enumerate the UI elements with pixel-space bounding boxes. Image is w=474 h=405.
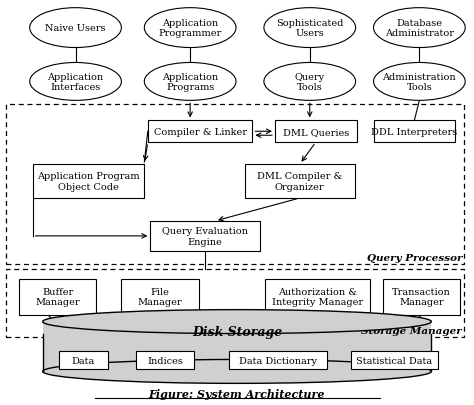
Text: DDL Interpreters: DDL Interpreters [371,128,457,136]
Ellipse shape [144,9,236,49]
FancyBboxPatch shape [121,279,199,315]
Text: Sophisticated
Users: Sophisticated Users [276,19,344,38]
Text: Data: Data [72,356,95,365]
FancyBboxPatch shape [137,352,194,369]
Text: Authorization &
Integrity Manager: Authorization & Integrity Manager [272,287,363,307]
Text: Application
Programs: Application Programs [162,72,218,92]
Text: Query
Tools: Query Tools [295,72,325,92]
Text: Application Program
Object Code: Application Program Object Code [37,172,140,191]
Text: Storage Manager: Storage Manager [362,326,462,335]
Ellipse shape [374,63,465,101]
FancyBboxPatch shape [275,121,356,143]
FancyBboxPatch shape [265,279,370,315]
Ellipse shape [43,310,431,334]
FancyBboxPatch shape [19,279,97,315]
Text: Naive Users: Naive Users [46,24,106,33]
Text: File
Manager: File Manager [138,287,182,307]
Text: Indices: Indices [147,356,183,365]
Text: Disk Storage: Disk Storage [192,325,282,338]
Ellipse shape [264,9,356,49]
FancyBboxPatch shape [374,121,455,143]
Text: Query Evaluation
Engine: Query Evaluation Engine [162,227,248,246]
Text: DML Queries: DML Queries [283,128,349,136]
FancyBboxPatch shape [229,352,327,369]
Ellipse shape [30,63,121,101]
Text: Administration
Tools: Administration Tools [383,72,456,92]
Bar [43,322,431,371]
Text: Transaction
Manager: Transaction Manager [392,287,451,307]
Text: Query Processor: Query Processor [367,253,462,262]
FancyBboxPatch shape [148,121,253,143]
FancyBboxPatch shape [150,222,260,251]
Text: Compiler & Linker: Compiler & Linker [154,128,246,136]
Text: Data Dictionary: Data Dictionary [239,356,317,365]
Text: Statistical Data: Statistical Data [356,356,432,365]
Ellipse shape [264,63,356,101]
FancyBboxPatch shape [351,352,438,369]
Ellipse shape [43,360,431,384]
FancyBboxPatch shape [383,279,460,315]
Text: Application
Interfaces: Application Interfaces [47,72,104,92]
Text: Database
Administrator: Database Administrator [385,19,454,38]
Ellipse shape [30,9,121,49]
Text: Figure: System Architecture: Figure: System Architecture [149,388,325,399]
FancyBboxPatch shape [33,165,144,198]
Text: DML Compiler &
Organizer: DML Compiler & Organizer [257,172,342,191]
FancyBboxPatch shape [245,165,355,198]
Text: Application
Programmer: Application Programmer [158,19,222,38]
Text: Buffer
Manager: Buffer Manager [35,287,80,307]
Ellipse shape [144,63,236,101]
Ellipse shape [374,9,465,49]
FancyBboxPatch shape [59,352,109,369]
